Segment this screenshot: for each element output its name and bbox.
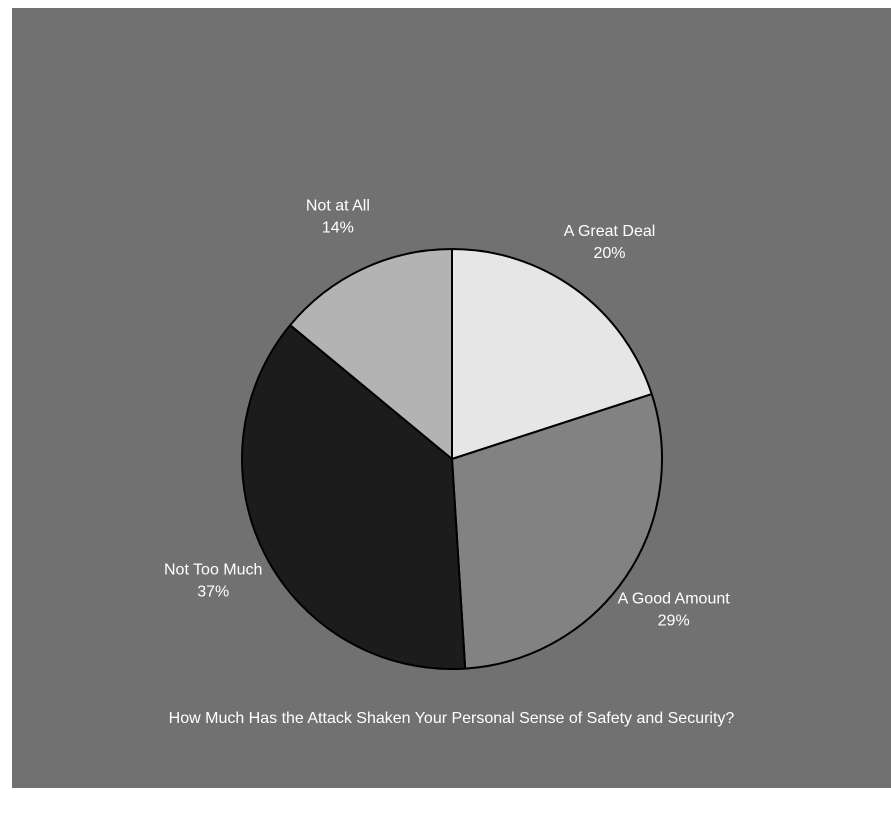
pie-slice-not-at-all (289, 248, 453, 460)
pie-chart: A Great Deal 20% A Good Amount 29% Not Too M… (164, 198, 731, 670)
slice-label-a-great-deal: A Great Deal (564, 223, 656, 240)
slice-value-not-too-much: 37% (197, 584, 229, 601)
chart-panel: A Great Deal 20% A Good Amount 29% Not Too M… (12, 8, 891, 788)
chart-title: How Much Has the Attack Shaken Your Pers… (168, 710, 735, 727)
slice-value-not-at-all: 14% (322, 220, 354, 237)
pie-slice-a-good-amount (451, 393, 663, 670)
slice-value-a-good-amount: 29% (658, 613, 690, 630)
slice-label-a-good-amount: A Good Amount (618, 591, 731, 608)
pie-slice-a-great-deal (451, 248, 653, 460)
slice-value-a-great-deal: 20% (594, 245, 626, 262)
pie-slice-not-too-much (241, 324, 467, 670)
slice-label-not-at-all: Not at All (306, 198, 370, 215)
slice-label-not-too-much: Not Too Much (164, 562, 262, 579)
